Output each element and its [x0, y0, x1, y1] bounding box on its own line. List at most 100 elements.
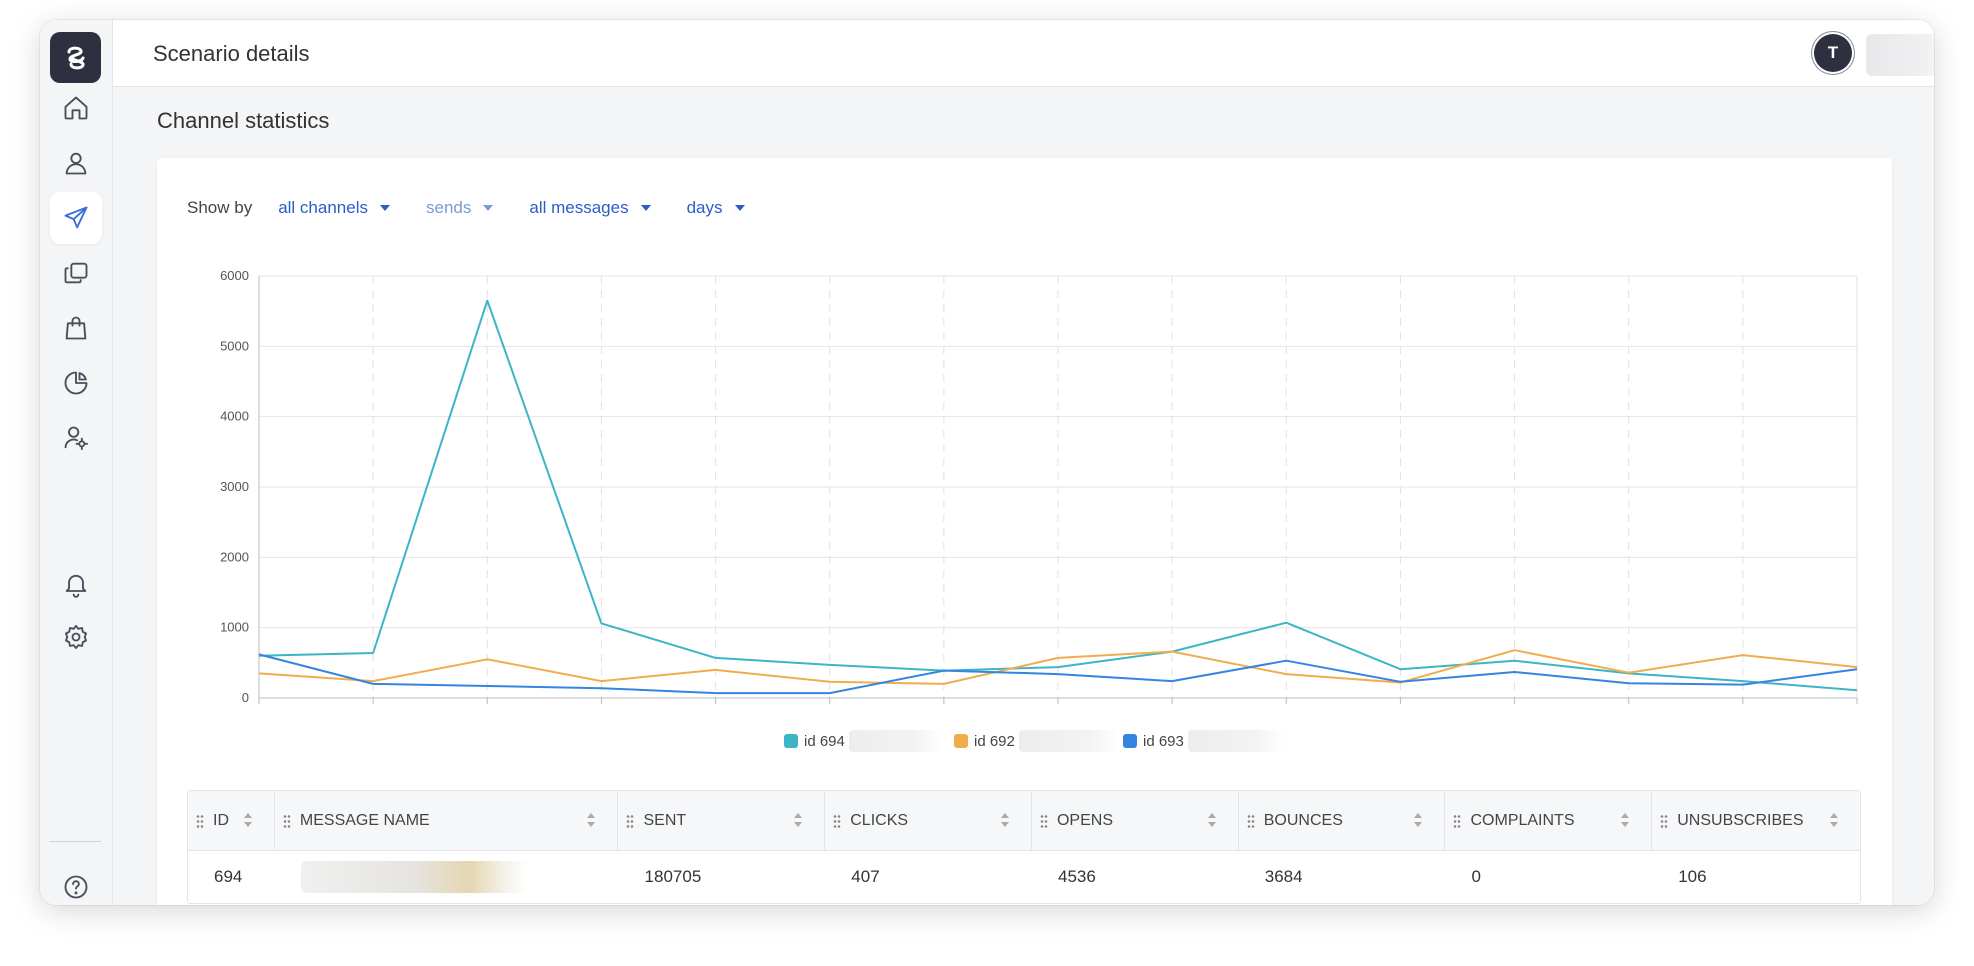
chevron-down-icon — [379, 205, 390, 211]
logo-icon — [67, 46, 84, 69]
user-icon — [65, 152, 87, 175]
column-header-bounces[interactable]: BOUNCES — [1239, 791, 1446, 850]
series-line — [258, 653, 1858, 695]
sort-icon[interactable] — [1621, 813, 1630, 827]
channel-dropdown-label: all channels — [278, 198, 368, 217]
send-icon — [64, 206, 88, 229]
user-name-redacted[interactable] — [1866, 34, 1934, 76]
statistics-table: ID MESSAGE NAME SENT CLICKS OPENS BOUNCE… — [187, 790, 1861, 904]
chevron-down-icon — [483, 205, 494, 211]
sort-icon[interactable] — [1000, 813, 1009, 827]
column-header-clicks[interactable]: CLICKS — [825, 791, 1032, 850]
nav-contacts[interactable] — [50, 137, 102, 189]
column-header-id[interactable]: ID — [188, 791, 275, 850]
column-header-message-name[interactable]: MESSAGE NAME — [275, 791, 619, 850]
legend-item[interactable]: id 693 — [1123, 730, 1284, 752]
legend-name-redacted — [1018, 730, 1119, 752]
metric-dropdown[interactable]: sends — [425, 198, 494, 218]
table-row[interactable]: 694 180705 407 4536 3684 0 106 — [188, 851, 1860, 903]
nav-settings[interactable] — [50, 611, 102, 663]
y-tick-label: 6000 — [220, 268, 249, 283]
line-chart: 010002000300040005000600005.0706.0707.07… — [220, 268, 1858, 705]
period-dropdown[interactable]: days — [687, 198, 745, 218]
column-label: SENT — [643, 811, 687, 829]
cell-bounces: 3684 — [1264, 867, 1303, 886]
gear-icon — [65, 624, 87, 650]
legend-item[interactable]: id 694 — [784, 730, 941, 752]
drag-handle-icon[interactable] — [1453, 813, 1462, 828]
series-line — [258, 299, 1858, 692]
sort-icon[interactable] — [243, 813, 252, 827]
column-label: ID — [213, 811, 229, 829]
nav-notifications[interactable] — [50, 558, 102, 610]
drag-handle-icon[interactable] — [282, 813, 291, 828]
sort-icon[interactable] — [1414, 813, 1423, 827]
section-title: Channel statistics — [157, 108, 330, 133]
drag-handle-icon[interactable] — [626, 813, 635, 828]
column-label: COMPLAINTS — [1470, 811, 1575, 829]
sort-icon[interactable] — [1207, 813, 1216, 827]
legend-swatch — [1123, 734, 1137, 748]
nav-products[interactable] — [50, 302, 102, 354]
column-header-unsubscribes[interactable]: UNSUBSCRIBES — [1652, 791, 1860, 850]
column-label: UNSUBSCRIBES — [1677, 811, 1804, 829]
messages-dropdown-label: all messages — [529, 198, 629, 217]
cell-sent: 180705 — [644, 867, 702, 886]
column-header-sent[interactable]: SENT — [618, 791, 826, 850]
y-tick-label: 0 — [242, 690, 249, 705]
column-label: MESSAGE NAME — [299, 811, 430, 829]
drag-handle-icon[interactable] — [1039, 813, 1048, 828]
nav-home[interactable] — [50, 82, 102, 134]
copy-icon — [64, 262, 88, 284]
y-tick-label: 5000 — [220, 338, 249, 353]
nav-campaigns[interactable] — [50, 192, 102, 244]
legend-label: id 692 — [974, 732, 1015, 750]
statistics-card: Show by all channels sends all messages … — [157, 158, 1892, 905]
channel-dropdown[interactable]: all channels — [278, 198, 390, 218]
chevron-down-icon — [640, 205, 651, 211]
drag-handle-icon[interactable] — [1246, 813, 1255, 828]
table-header: ID MESSAGE NAME SENT CLICKS OPENS BOUNCE… — [188, 791, 1860, 851]
nav-analytics[interactable] — [50, 357, 102, 409]
cell-id: 694 — [214, 867, 243, 886]
cell-message-name — [275, 851, 619, 903]
y-tick-label: 4000 — [220, 409, 249, 424]
drag-handle-icon[interactable] — [196, 813, 204, 828]
drag-handle-icon[interactable] — [833, 813, 842, 828]
legend-item[interactable]: id 692 — [954, 730, 1119, 752]
top-bar: Scenario details T — [113, 20, 1934, 87]
nav-templates[interactable] — [50, 247, 102, 299]
cell-clicks: 407 — [851, 867, 880, 886]
app-logo[interactable] — [50, 32, 101, 83]
message-name-redacted — [300, 861, 527, 893]
home-icon — [64, 96, 88, 120]
avatar[interactable]: T — [1814, 34, 1852, 72]
filter-bar: Show by all channels sends all messages … — [187, 196, 781, 220]
period-dropdown-label: days — [686, 198, 723, 217]
legend-swatch — [784, 734, 798, 748]
column-header-complaints[interactable]: COMPLAINTS — [1445, 791, 1653, 850]
sort-icon[interactable] — [587, 813, 596, 827]
cell-unsubscribes: 106 — [1678, 867, 1707, 886]
nav-account[interactable] — [50, 412, 102, 464]
y-tick-label: 3000 — [220, 479, 249, 494]
legend-name-redacted — [848, 730, 941, 752]
page-title: Scenario details — [153, 41, 310, 66]
nav-help[interactable] — [50, 861, 102, 905]
legend-name-redacted — [1187, 730, 1284, 752]
sort-icon[interactable] — [794, 813, 803, 827]
legend-swatch — [954, 734, 968, 748]
y-tick-label: 1000 — [220, 620, 249, 635]
bell-icon — [65, 574, 87, 598]
messages-dropdown[interactable]: all messages — [529, 198, 651, 218]
chevron-down-icon — [734, 205, 745, 211]
shopping-bag-icon — [65, 316, 87, 340]
sort-icon[interactable] — [1829, 813, 1838, 827]
sidebar — [40, 20, 113, 905]
column-header-opens[interactable]: OPENS — [1032, 791, 1239, 850]
metric-dropdown-label: sends — [425, 198, 472, 217]
filter-label: Show by — [187, 198, 253, 217]
sidebar-divider — [49, 841, 101, 842]
help-icon — [64, 875, 88, 899]
drag-handle-icon[interactable] — [1660, 813, 1669, 828]
